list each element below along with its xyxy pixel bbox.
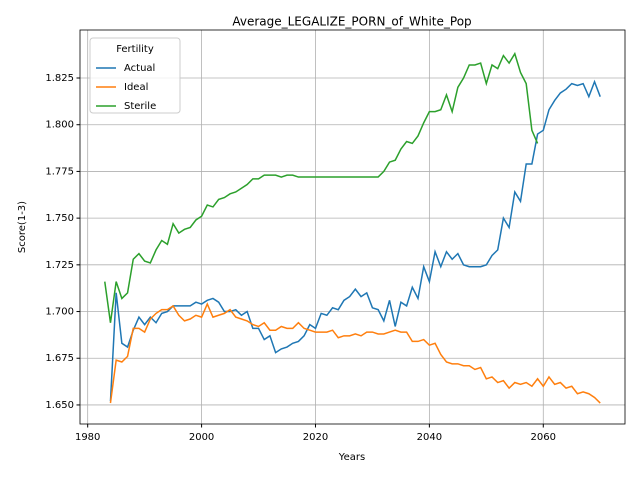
- y-axis-label: Score(1-3): [17, 201, 28, 253]
- y-tick-label: 1.675: [45, 353, 74, 364]
- chart-title: Average_LEGALIZE_PORN_of_White_Pop: [232, 15, 471, 29]
- y-tick-label: 1.700: [45, 307, 74, 318]
- x-tick-label: 1980: [75, 432, 100, 443]
- x-tick-label: 2060: [531, 432, 556, 443]
- line-series: [104, 51, 539, 323]
- y-tick-label: 1.725: [45, 260, 74, 271]
- plot-frame: [79, 29, 626, 425]
- legend-title: Fertility: [116, 44, 154, 55]
- legend-box: [89, 37, 181, 114]
- legend-label: Sterile: [124, 101, 156, 112]
- line-series: [109, 79, 601, 402]
- y-tick-label: 1.825: [45, 73, 74, 84]
- x-tick-label: 2020: [303, 432, 328, 443]
- legend: Fertility Actual Ideal Sterile: [89, 37, 181, 114]
- y-tick-label: 1.750: [45, 213, 74, 224]
- line-series: [109, 302, 601, 404]
- x-tick-label: 2040: [417, 432, 442, 443]
- x-tick-label: 2000: [189, 432, 214, 443]
- y-tick-label: 1.800: [45, 120, 74, 131]
- x-axis-label: Years: [338, 452, 365, 463]
- legend-label: Ideal: [124, 82, 148, 93]
- y-tick-label: 1.650: [45, 400, 74, 411]
- legend-label: Actual: [124, 63, 155, 74]
- y-tick-label: 1.775: [45, 166, 74, 177]
